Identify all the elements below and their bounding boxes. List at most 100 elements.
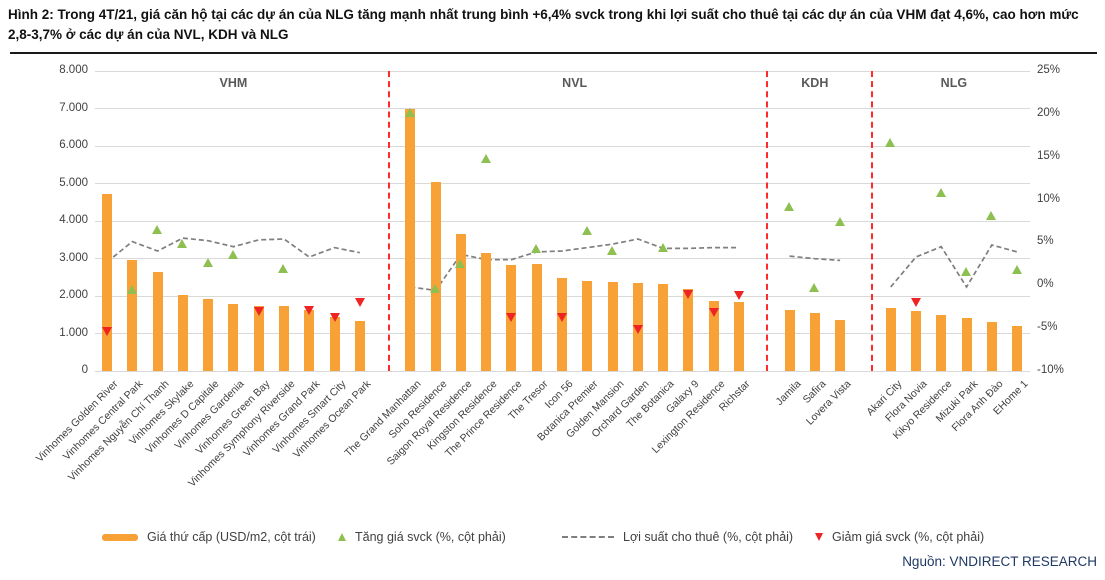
- down-triangle-icon: [815, 533, 823, 541]
- chart-area: 8.000 7.000 6.000 5.000 4.000 3.000 2.000 1.000…: [34, 64, 1064, 490]
- price-increase-marker: [809, 282, 820, 292]
- gridline: [95, 183, 1030, 184]
- price-increase-marker: [885, 137, 896, 147]
- figure-title: Hình 2: Trong 4T/21, giá căn hộ tại các …: [8, 7, 1079, 43]
- legend-label: Tăng giá svck (%, cột phải): [355, 530, 506, 544]
- price-bar: [910, 311, 921, 371]
- price-bar: [278, 305, 289, 371]
- legend-label: Giảm giá svck (%, cột phải): [832, 530, 985, 544]
- left-axis-tick: 8.000: [59, 64, 88, 76]
- price-increase-marker: [1011, 264, 1022, 274]
- price-bar: [784, 309, 795, 371]
- price-decrease-marker: [910, 297, 921, 307]
- price-bar: [253, 305, 264, 371]
- price-bar: [228, 303, 239, 371]
- rental-yield-line: [789, 255, 841, 262]
- gridline: [95, 370, 1030, 372]
- right-axis-tick: -10%: [1037, 364, 1064, 376]
- rental-yield-line: [890, 244, 1018, 289]
- price-bar: [455, 234, 466, 371]
- price-bar: [658, 284, 669, 371]
- price-increase-marker: [657, 243, 668, 253]
- price-increase-marker: [177, 238, 188, 248]
- right-axis-tick: 10%: [1037, 192, 1061, 205]
- legend-item-price: Giá thứ cấp (USD/m2, cột trái): [102, 529, 316, 545]
- legend-item-increase: Tăng giá svck (%, cột phải): [338, 529, 506, 545]
- price-decrease-marker: [253, 307, 264, 317]
- price-increase-marker: [961, 267, 972, 277]
- price-decrease-marker: [506, 312, 517, 322]
- price-increase-marker: [227, 249, 238, 259]
- left-axis-tick: 1.000: [59, 326, 88, 339]
- price-decrease-marker: [734, 291, 744, 301]
- price-bar: [531, 264, 542, 371]
- price-bar: [708, 300, 719, 371]
- legend-label: Giá thứ cấp (USD/m2, cột trái): [147, 530, 316, 544]
- section-label: NVL: [562, 76, 588, 90]
- price-increase-marker: [784, 201, 795, 211]
- price-increase-marker: [455, 258, 466, 268]
- gridline: [95, 70, 1030, 72]
- rental-yield-line: [106, 237, 360, 263]
- right-axis-tick: 5%: [1037, 235, 1054, 248]
- price-decrease-marker: [304, 305, 315, 315]
- gridline: [95, 220, 1030, 222]
- price-bar: [177, 294, 188, 371]
- up-triangle-icon: [338, 533, 346, 541]
- title-rule: [10, 52, 1097, 54]
- price-increase-marker: [581, 225, 592, 235]
- price-bar: [683, 288, 694, 371]
- left-axis-tick: 7.000: [59, 101, 88, 114]
- price-decrease-marker: [354, 297, 365, 307]
- price-decrease-marker: [102, 327, 112, 337]
- dashed-line-icon: [562, 536, 614, 538]
- left-axis-tick: 2.000: [59, 289, 88, 301]
- price-decrease-marker: [329, 312, 340, 322]
- legend-label: Lợi suất cho thuê (%, cột phải): [623, 530, 794, 544]
- price-bar: [152, 271, 163, 371]
- price-bar: [835, 320, 846, 371]
- price-increase-marker: [986, 211, 997, 221]
- section-separator: [766, 71, 768, 371]
- price-increase-marker: [531, 243, 542, 253]
- price-increase-marker: [935, 188, 946, 198]
- price-increase-marker: [126, 285, 137, 295]
- section-label: VHM: [219, 76, 248, 90]
- left-axis-tick: 5.000: [59, 176, 88, 189]
- price-increase-marker: [607, 245, 618, 255]
- price-decrease-marker: [557, 313, 568, 323]
- left-axis-tick: 0: [81, 364, 88, 376]
- price-increase-marker: [834, 217, 845, 227]
- right-axis-tick: -5%: [1037, 321, 1058, 334]
- price-bar: [127, 260, 138, 371]
- price-bar: [734, 302, 744, 371]
- left-axis-tick: 6.000: [59, 139, 88, 151]
- price-decrease-marker: [708, 308, 719, 318]
- legend-item-yield: Lợi suất cho thuê (%, cột phải): [562, 529, 793, 545]
- price-bar: [986, 322, 997, 371]
- section-separator: [388, 71, 390, 371]
- price-bar: [557, 277, 568, 371]
- legend-item-decrease: Giảm giá svck (%, cột phải): [815, 529, 984, 545]
- price-bar: [102, 194, 112, 371]
- price-bar: [329, 317, 340, 371]
- right-axis-tick: 0%: [1037, 278, 1054, 291]
- price-bar: [885, 308, 896, 371]
- price-decrease-marker: [632, 324, 643, 334]
- price-bar: [354, 321, 365, 371]
- right-axis-tick: 15%: [1037, 149, 1061, 162]
- section-separator: [871, 71, 873, 371]
- bar-swatch-icon: [102, 533, 138, 541]
- price-bar: [203, 298, 214, 371]
- source-credit: Nguồn: VNDIRECT RESEARCH: [902, 554, 1097, 569]
- price-increase-marker: [404, 107, 415, 117]
- price-increase-marker: [480, 153, 491, 163]
- price-bar: [430, 181, 441, 371]
- right-axis-tick: 25%: [1037, 64, 1061, 76]
- price-bar: [809, 313, 820, 371]
- section-label: NLG: [940, 76, 968, 90]
- price-bar: [481, 252, 492, 371]
- price-bar: [936, 315, 947, 371]
- price-increase-marker: [430, 284, 441, 294]
